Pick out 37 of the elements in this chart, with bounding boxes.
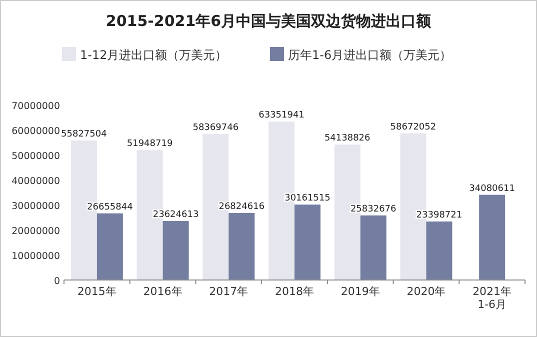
chart-title: 2015-2021年6月中国与美国双边货物进出口额	[106, 12, 432, 30]
x-tick-label: 2015年	[77, 285, 116, 298]
x-tick-label: 2018年	[275, 285, 314, 298]
data-label: 30161515	[284, 194, 330, 204]
data-label: 34080611	[469, 184, 515, 194]
data-label: 23624613	[152, 210, 199, 220]
data-label: 26824616	[218, 202, 265, 212]
data-label: 58672052	[390, 122, 436, 132]
legend-label: 1-12月进出口额（万美元）	[80, 48, 228, 62]
y-tick-label: 0	[54, 276, 60, 287]
bar	[426, 222, 452, 280]
x-tick-label: 2019年	[340, 285, 380, 298]
y-tick-label: 30000000	[12, 201, 60, 212]
data-label: 55827504	[61, 129, 108, 140]
bar	[294, 204, 320, 280]
data-label: 58369746	[192, 123, 239, 134]
data-label: 51948719	[126, 139, 173, 150]
data-label: 63351941	[258, 110, 304, 121]
data-label: 54138826	[324, 134, 371, 144]
y-tick-label: 50000000	[12, 151, 60, 162]
x-tick-label: 2020年	[406, 285, 446, 298]
data-label: 23398721	[416, 210, 462, 221]
bar	[96, 213, 123, 280]
data-label: 25832676	[350, 204, 397, 214]
x-tick-label: 2017年	[209, 285, 248, 298]
x-tick-label: 2016年	[143, 285, 182, 298]
bar	[162, 220, 189, 280]
y-tick-label: 70000000	[12, 101, 60, 112]
y-tick-label: 40000000	[12, 176, 60, 187]
legend-label: 历年1-6月进出口额（万美元）	[288, 48, 452, 62]
bar	[228, 212, 255, 280]
bar	[360, 215, 386, 280]
y-tick-label: 20000000	[12, 226, 60, 237]
x-tick-label: 2021年 1-6月	[472, 285, 512, 311]
data-label: 26655844	[87, 202, 134, 212]
y-tick-label: 10000000	[12, 251, 60, 262]
y-tick-label: 60000000	[12, 126, 60, 137]
